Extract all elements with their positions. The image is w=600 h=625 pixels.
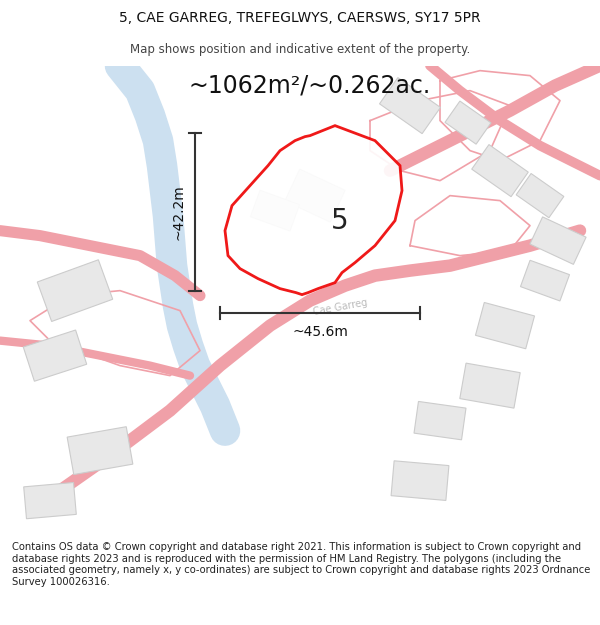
- Polygon shape: [460, 363, 520, 408]
- Polygon shape: [391, 461, 449, 501]
- Text: ~1062m²/~0.262ac.: ~1062m²/~0.262ac.: [189, 74, 431, 98]
- Text: Map shows position and indicative extent of the property.: Map shows position and indicative extent…: [130, 42, 470, 56]
- Polygon shape: [520, 260, 569, 301]
- Polygon shape: [37, 260, 113, 321]
- Polygon shape: [445, 101, 491, 144]
- Polygon shape: [23, 330, 87, 381]
- Polygon shape: [24, 482, 76, 519]
- Polygon shape: [225, 126, 402, 294]
- Text: Contains OS data © Crown copyright and database right 2021. This information is : Contains OS data © Crown copyright and d…: [12, 542, 590, 587]
- Text: 5: 5: [331, 207, 349, 234]
- Polygon shape: [67, 427, 133, 474]
- Polygon shape: [285, 169, 345, 222]
- Polygon shape: [414, 401, 466, 440]
- Polygon shape: [530, 217, 586, 264]
- Text: 5, CAE GARREG, TREFEGLWYS, CAERSWS, SY17 5PR: 5, CAE GARREG, TREFEGLWYS, CAERSWS, SY17…: [119, 11, 481, 26]
- Text: Cae Garreg: Cae Garreg: [312, 298, 368, 318]
- Text: ~45.6m: ~45.6m: [292, 324, 348, 339]
- Polygon shape: [380, 78, 440, 134]
- Polygon shape: [516, 174, 564, 218]
- Text: ~42.2m: ~42.2m: [171, 184, 185, 239]
- Polygon shape: [475, 302, 535, 349]
- Polygon shape: [250, 190, 299, 231]
- Polygon shape: [472, 144, 528, 197]
